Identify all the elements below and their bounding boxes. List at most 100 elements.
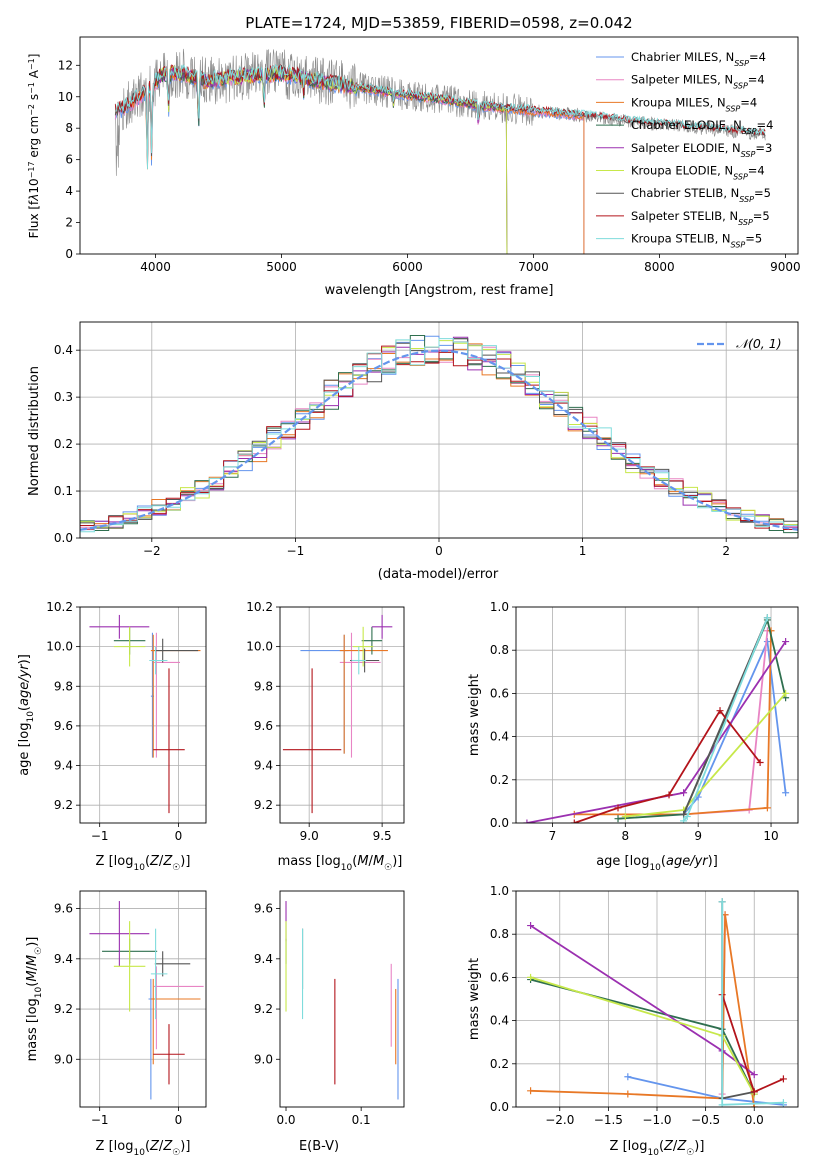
z-age-ylabel: age [log10(age/yr)] (17, 654, 36, 776)
errorbar-kroupa-stelib (149, 646, 168, 675)
weight-marker-kroupa-stelib (683, 813, 691, 821)
spectrum-panel: wavelength [Angstrom, rest frame] Flux [… (27, 36, 801, 298)
errorbar-kroupa-elodie (113, 626, 146, 667)
ebv-mass-panel: E(B-V) 0.0 0.1 9.0 9.2 9.4 9.6 (254, 890, 405, 1154)
y-tick-label: 0.6 (490, 970, 509, 984)
plot-background (80, 607, 206, 823)
x-tick-label: −1.5 (594, 1113, 623, 1127)
z-age-xlabel: Z [log10(Z/Z☉)] (96, 854, 191, 873)
axes-frame (79, 606, 207, 824)
weight-marker-salpeter-stelib (716, 707, 724, 715)
model-line-kroupa-stelib (115, 63, 766, 170)
plot-area (523, 614, 790, 823)
y-tick-label: 9.2 (54, 798, 73, 812)
errorbar-chabrier-stelib (154, 638, 199, 663)
normal-distribution-curve (80, 349, 798, 531)
y-tick-label: 9.6 (54, 719, 73, 733)
errorbar-chabrier-elodie (361, 626, 383, 655)
y-tick-label: 9.2 (254, 1002, 273, 1016)
weight-marker-chabrier-miles (782, 789, 790, 797)
x-tick-label: 1 (579, 544, 587, 558)
axes-frame (79, 36, 799, 255)
y-tick-label: 1.0 (490, 600, 509, 614)
y-tick-label: 6 (65, 153, 73, 167)
errorbar-salpeter-stelib (153, 668, 185, 814)
weight-marker-kroupa-miles (750, 1103, 758, 1107)
errorbar-chabrier-stelib (154, 951, 191, 977)
errorbar-salpeter-stelib (282, 668, 342, 814)
y-tick-label: 0.4 (54, 343, 73, 357)
plot-background (280, 891, 404, 1107)
weight-marker-kroupa-stelib (763, 614, 771, 622)
legend-label-chabrier-miles: Chabrier MILES, NSSP=4 (631, 50, 766, 68)
y-tick-label: 9.6 (254, 719, 273, 733)
y-tick-label: 9.0 (54, 1052, 73, 1066)
errorbar-kroupa-miles (150, 978, 201, 1065)
age-weight-xlabel: age [log10(age/yr)] (596, 854, 718, 873)
ebv-mass-xlabel: E(B-V) (299, 1139, 339, 1154)
x-tick-label: 9 (694, 829, 702, 843)
weight-marker-kroupa-miles (527, 1087, 535, 1095)
weight-marker-kroupa-elodie (782, 689, 790, 697)
y-tick-label: 10.2 (246, 600, 273, 614)
plot-area (114, 48, 766, 254)
y-tick-label: 9.0 (254, 1052, 273, 1066)
weight-marker-kroupa-miles (624, 1090, 632, 1098)
weight-marker-salpeter-stelib (756, 759, 764, 767)
y-tick-label: 9.4 (254, 952, 273, 966)
weight-marker-chabrier-stelib (680, 810, 688, 818)
y-tick-label: 10.0 (246, 640, 273, 654)
errorbar-salpeter-miles (154, 632, 181, 758)
x-tick-label: 2 (722, 544, 730, 558)
weight-line-kroupa-miles (574, 630, 772, 816)
legend-label-salpeter-stelib: Salpeter STELIB, NSSP=5 (631, 209, 770, 227)
x-tick-label: 9000 (770, 260, 801, 274)
x-tick-label: −1.0 (642, 1113, 671, 1127)
legend-label-salpeter-miles: Salpeter MILES, NSSP=4 (631, 73, 765, 91)
y-tick-label: 1.0 (490, 884, 509, 898)
x-tick-label: 7 (549, 829, 557, 843)
y-tick-label: 0.8 (490, 643, 509, 657)
y-tick-label: 0.0 (490, 816, 509, 830)
weight-marker-chabrier-elodie (614, 815, 622, 823)
x-tick-label: −2.0 (545, 1113, 574, 1127)
y-tick-label: 0 (65, 247, 73, 261)
errorbar-salpeter-elodie (371, 614, 393, 639)
axes-frame (515, 606, 799, 824)
x-tick-label: 10 (763, 829, 778, 843)
errorbar-kroupa-stelib (150, 928, 168, 1020)
age-weight-ylabel: mass weight (467, 674, 482, 756)
x-tick-label: 7000 (518, 260, 549, 274)
x-tick-label: 6000 (392, 260, 423, 274)
mass-age-panel: mass [log10(M/M☉)] 9.0 9.5 9.2 9.4 9.6 9.8 10.… (246, 600, 405, 873)
x-tick-label: 0.0 (276, 1113, 295, 1127)
plot-background (280, 607, 404, 823)
mass-age-xlabel: mass [log10(M/M☉)] (278, 854, 403, 873)
weight-marker-salpeter-elodie (680, 789, 688, 797)
x-tick-label: 8 (621, 829, 629, 843)
plot-area (285, 901, 399, 1100)
y-tick-label: 0.6 (490, 686, 509, 700)
y-tick-label: 0.2 (490, 773, 509, 787)
errorbar-salpeter-elodie (89, 901, 150, 967)
legend-label-salpeter-elodie: Salpeter ELODIE, NSSP=3 (631, 141, 772, 159)
weight-marker-salpeter-stelib (570, 819, 578, 823)
plot-area (89, 901, 204, 1100)
x-tick-label: 0.0 (745, 1113, 764, 1127)
y-tick-label: 10.0 (46, 640, 73, 654)
y-tick-label: 9.2 (54, 1002, 73, 1016)
z-weight-xlabel: Z [log10(Z/Z☉)] (610, 1139, 705, 1158)
legend-label-normal: 𝒩(0, 1) (736, 336, 782, 351)
errorbar-kroupa-miles (339, 634, 388, 754)
residuals-ylabel: Normed distribution (27, 366, 42, 496)
weight-marker-salpeter-elodie (750, 1071, 758, 1079)
weight-marker-salpeter-stelib (750, 1088, 758, 1096)
z-mass-panel: Z [log10(Z/Z☉)] mass [log10(M/M☉)] −1 0 9.… (25, 890, 207, 1158)
spectrum-xlabel: wavelength [Angstrom, rest frame] (325, 283, 554, 298)
age-weight-panel: age [log10(age/yr)] mass weight 7 8 9 10 0.0… (467, 600, 799, 873)
spectrum-ylabel: Flux [fλ10−17 erg cm−2 s−1 A−1] (27, 54, 42, 239)
y-tick-label: 0.4 (490, 730, 509, 744)
residuals-panel: (data-model)/error Normed distribution −… (27, 321, 799, 582)
y-tick-label: 2 (65, 216, 73, 230)
